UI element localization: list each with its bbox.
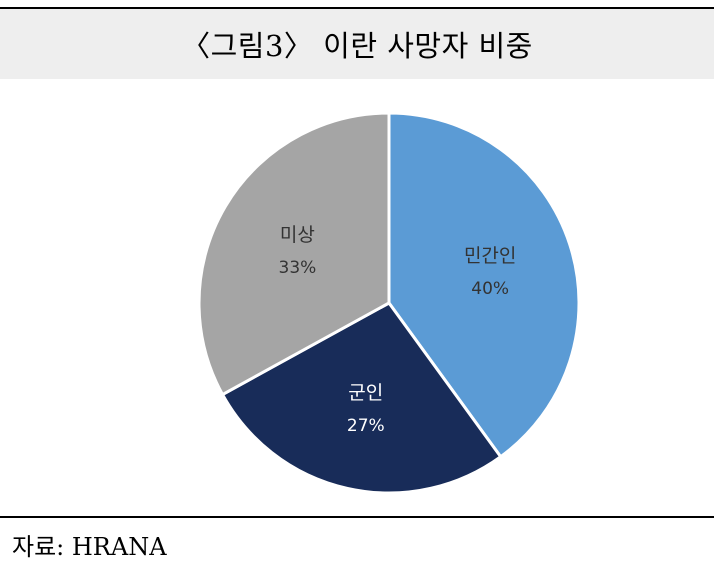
bottom-rule (0, 516, 714, 518)
top-rule (0, 7, 714, 9)
chart-area: 민간인 40% 군인 27% 미상 33% (0, 79, 714, 516)
chart-title: 〈그림3〉 이란 사망자 비중 (181, 29, 533, 63)
slice-label-2: 군인 (348, 382, 383, 404)
pie-slice-1 (387, 111, 581, 459)
pie-slice-2 (221, 301, 503, 495)
source-note: 자료: HRANA (12, 533, 167, 561)
slice-percent-2: 27% (347, 416, 385, 436)
pie-chart: 민간인 40% 군인 27% 미상 33% (197, 111, 581, 495)
slice-percent-1: 40% (471, 279, 509, 299)
slice-label-1: 민간인 (464, 245, 516, 267)
slice-percent-3: 33% (279, 258, 317, 278)
pie-slice-3 (197, 111, 391, 397)
title-bar: 〈그림3〉 이란 사망자 비중 (0, 9, 714, 79)
slice-label-3: 미상 (280, 224, 315, 246)
